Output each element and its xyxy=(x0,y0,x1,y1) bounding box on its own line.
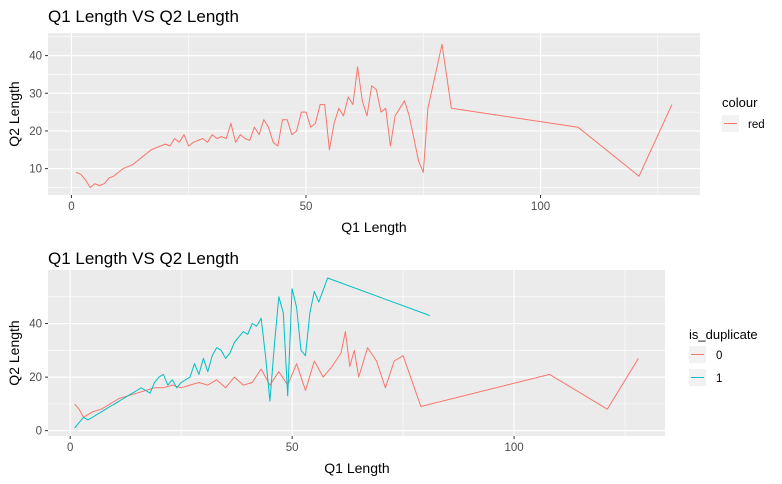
chart-2-legend-label-0: 0 xyxy=(716,350,722,362)
x-tick-label: 0 xyxy=(67,442,73,454)
y-tick-label: 0 xyxy=(36,426,42,438)
chart-1: Q1 Length VS Q2 Length 10 20 30 40 0 50 100 Q… xyxy=(6,7,765,235)
chart-1-grid xyxy=(48,33,700,195)
chart-2-legend: is_duplicate 0 1 xyxy=(689,327,758,386)
y-tick-label: 20 xyxy=(29,126,42,138)
chart-1-legend-label-red: red xyxy=(748,119,765,131)
y-tick-label: 30 xyxy=(29,88,42,100)
y-tick-label: 20 xyxy=(29,372,42,384)
x-tick-label: 100 xyxy=(531,201,550,213)
chart-1-y-ticks: 10 20 30 40 xyxy=(29,51,48,176)
chart-1-x-axis-title: Q1 Length xyxy=(341,219,406,235)
x-tick-label: 0 xyxy=(68,201,74,213)
chart-1-y-axis-title: Q2 Length xyxy=(6,81,22,146)
chart-1-x-ticks: 0 50 100 xyxy=(68,195,550,213)
chart-2-x-ticks: 0 50 100 xyxy=(67,436,524,454)
chart-2-legend-label-1: 1 xyxy=(716,373,722,385)
y-tick-label: 40 xyxy=(29,319,42,331)
chart-1-plot-panel xyxy=(48,33,700,195)
x-tick-label: 50 xyxy=(286,442,299,454)
y-tick-label: 10 xyxy=(29,164,42,176)
series-line-0 xyxy=(74,331,639,418)
x-tick-label: 100 xyxy=(504,442,523,454)
chart-2-grid xyxy=(48,270,665,436)
chart-2-y-axis-title: Q2 Length xyxy=(6,320,22,385)
series-line-red xyxy=(75,43,673,188)
chart-2-legend-title: is_duplicate xyxy=(689,327,758,342)
chart-2-x-axis-title: Q1 Length xyxy=(324,460,389,476)
chart-2-y-ticks: 0 20 40 xyxy=(29,319,48,438)
chart-1-legend: colour red xyxy=(722,95,765,132)
x-tick-label: 50 xyxy=(300,201,313,213)
series-line-1 xyxy=(74,277,430,429)
chart-1-title: Q1 Length VS Q2 Length xyxy=(48,7,239,26)
chart-2-series xyxy=(74,277,639,429)
chart-2-plot-panel xyxy=(48,270,665,436)
chart-1-series xyxy=(75,43,673,188)
chart-2-title: Q1 Length VS Q2 Length xyxy=(48,249,239,268)
y-tick-label: 40 xyxy=(29,51,42,63)
chart-2: Q1 Length VS Q2 Length 0 20 40 0 50 100 Q1 L… xyxy=(6,249,758,476)
chart-1-legend-title: colour xyxy=(722,95,758,110)
